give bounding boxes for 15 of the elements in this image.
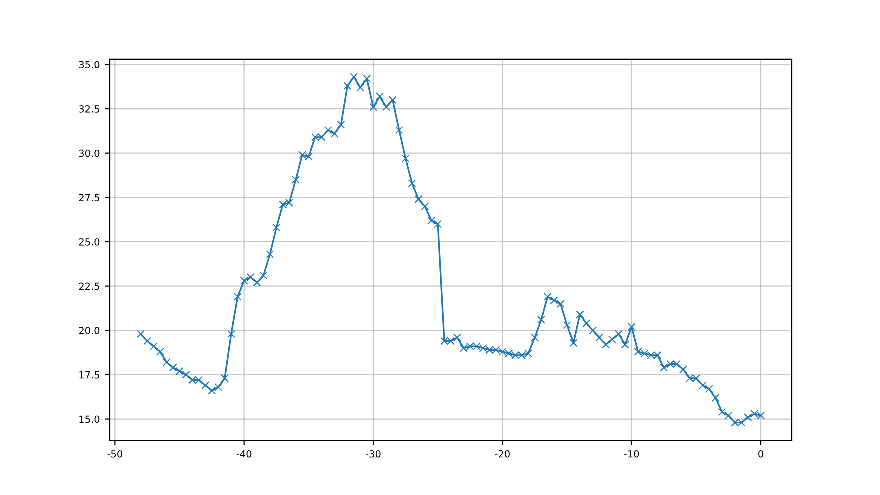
x-tick-label: -10 bbox=[624, 450, 640, 458]
y-tick-label: 27.5 bbox=[79, 194, 100, 202]
y-tick-label: 20.0 bbox=[79, 327, 100, 334]
y-tick-label: 25.0 bbox=[79, 238, 100, 246]
y-tick-label: 15.0 bbox=[80, 416, 100, 424]
y-tick-label: 22.5 bbox=[79, 282, 100, 290]
x-tick-label: -50 bbox=[108, 450, 122, 458]
y-tick-label: 35.0 bbox=[79, 61, 100, 69]
y-tick-label: 30.0 bbox=[79, 150, 100, 158]
x-tick-label: -40 bbox=[236, 450, 252, 458]
y-tick-label: 17.5 bbox=[80, 372, 100, 379]
x-tick-label: 0 bbox=[758, 450, 764, 458]
y-tick-label: 32.5 bbox=[79, 106, 100, 113]
x-tick-label: -20 bbox=[495, 450, 510, 458]
x-tick-label: -30 bbox=[366, 450, 381, 458]
